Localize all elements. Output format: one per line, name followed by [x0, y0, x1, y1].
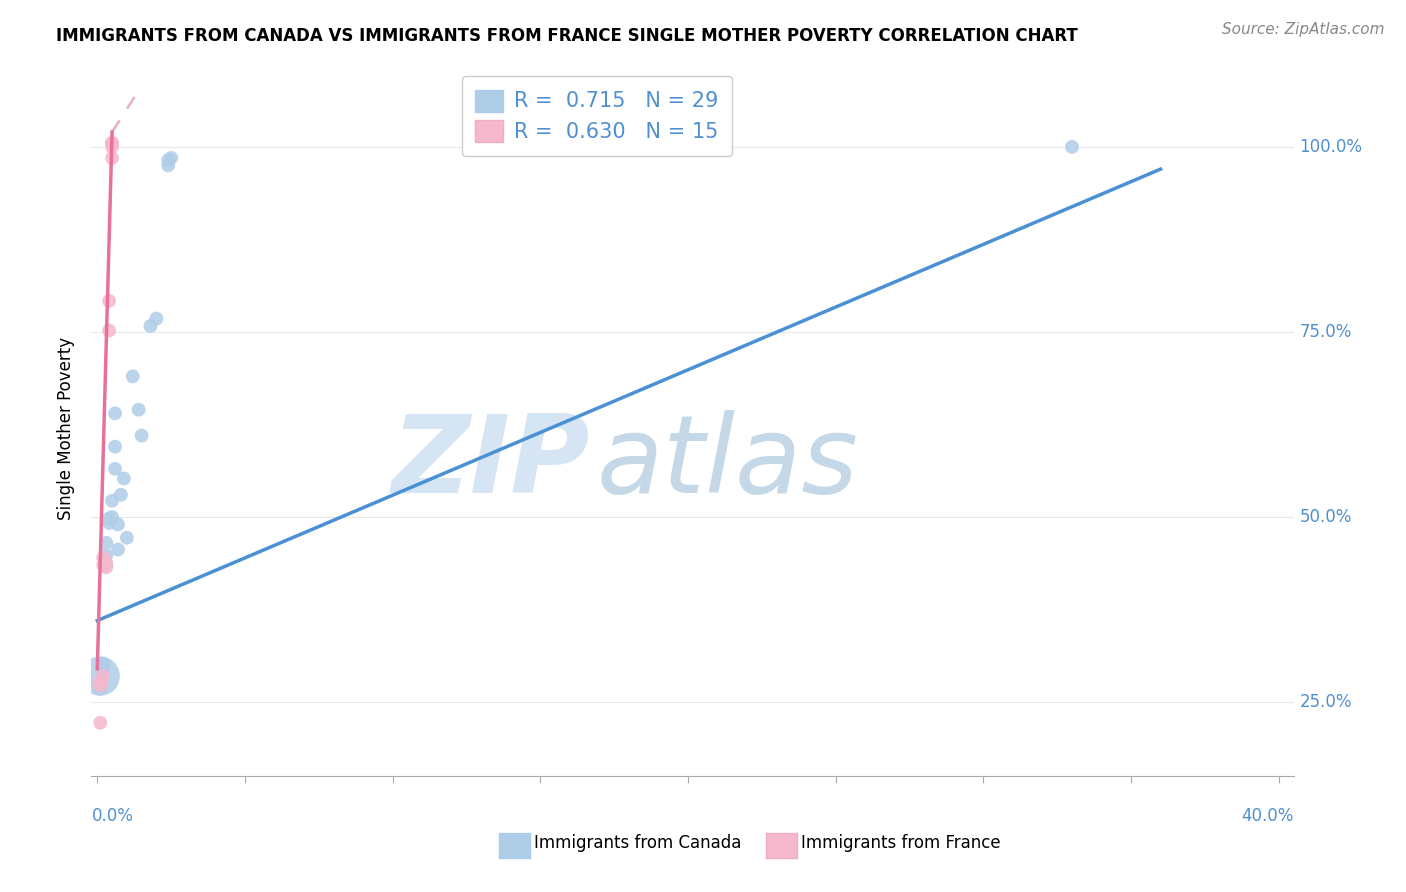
Text: 40.0%: 40.0% — [1241, 807, 1294, 825]
Point — [96, 560, 118, 574]
Point — [96, 556, 118, 570]
Point — [101, 140, 124, 154]
Point — [160, 151, 183, 165]
Point — [96, 536, 118, 550]
Text: 100.0%: 100.0% — [1299, 138, 1362, 156]
Point — [157, 153, 180, 168]
Point — [145, 311, 167, 326]
Point — [115, 531, 138, 545]
Point — [101, 510, 124, 524]
Point — [98, 323, 121, 337]
Point — [104, 406, 127, 420]
Text: 50.0%: 50.0% — [1299, 508, 1353, 526]
Point — [101, 151, 124, 165]
Point — [98, 516, 121, 530]
Point — [101, 493, 124, 508]
Point — [91, 550, 114, 565]
Point — [98, 293, 121, 308]
Point — [96, 558, 118, 573]
Point — [89, 679, 111, 693]
Point — [101, 136, 124, 151]
Legend: R =  0.715   N = 29, R =  0.630   N = 15: R = 0.715 N = 29, R = 0.630 N = 15 — [461, 76, 733, 156]
Point — [107, 542, 129, 557]
Text: 0.0%: 0.0% — [91, 807, 134, 825]
Point — [89, 674, 111, 689]
Point — [112, 471, 135, 485]
Text: Immigrants from France: Immigrants from France — [801, 834, 1001, 852]
Point — [139, 318, 162, 333]
Point — [128, 402, 150, 417]
Point — [96, 549, 118, 563]
Point — [89, 715, 111, 730]
Point — [110, 488, 132, 502]
Text: 25.0%: 25.0% — [1299, 693, 1353, 711]
Point — [89, 679, 111, 693]
Point — [89, 669, 111, 683]
Point — [104, 440, 127, 454]
Y-axis label: Single Mother Poverty: Single Mother Poverty — [58, 336, 76, 520]
Point — [131, 428, 153, 442]
Point — [89, 681, 111, 696]
Point — [121, 369, 143, 384]
Text: 75.0%: 75.0% — [1299, 323, 1353, 341]
Point — [91, 558, 114, 573]
Point — [98, 511, 121, 525]
Point — [104, 462, 127, 476]
Point — [91, 657, 114, 671]
Text: ZIP: ZIP — [392, 410, 591, 516]
Text: IMMIGRANTS FROM CANADA VS IMMIGRANTS FROM FRANCE SINGLE MOTHER POVERTY CORRELATI: IMMIGRANTS FROM CANADA VS IMMIGRANTS FRO… — [56, 27, 1078, 45]
Point — [91, 662, 114, 676]
Text: atlas: atlas — [596, 410, 858, 516]
Point — [101, 136, 124, 151]
Text: Source: ZipAtlas.com: Source: ZipAtlas.com — [1222, 22, 1385, 37]
Point — [101, 136, 124, 151]
Point — [107, 517, 129, 532]
Point — [157, 158, 180, 172]
Text: Immigrants from Canada: Immigrants from Canada — [534, 834, 741, 852]
Point — [1060, 140, 1083, 154]
Point — [91, 669, 114, 683]
